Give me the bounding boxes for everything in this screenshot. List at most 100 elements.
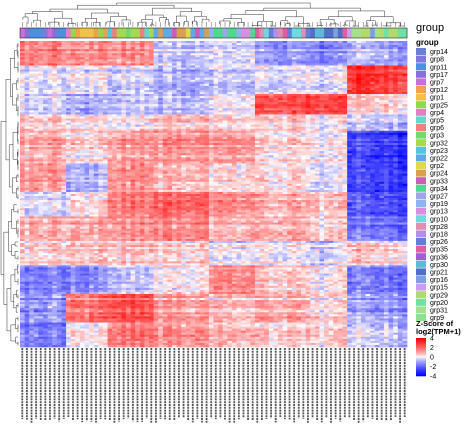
- heatmap-cell: [310, 96, 316, 99]
- heatmap-cell: [231, 143, 237, 146]
- heatmap-cell: [236, 100, 242, 103]
- heatmap-cell: [236, 102, 242, 105]
- heatmap-cell: [181, 116, 187, 119]
- heatmap-cell: [383, 92, 389, 95]
- heatmap-cell: [324, 110, 330, 113]
- heatmap-cell: [337, 71, 343, 74]
- heatmap-cell: [149, 98, 154, 101]
- heatmap-cell: [79, 134, 85, 138]
- heatmap-cell: [291, 71, 297, 74]
- heatmap-cell: [291, 126, 297, 130]
- heatmap-cell: [241, 55, 247, 58]
- heatmap-cell: [144, 145, 150, 148]
- heatmap-cell: [365, 110, 371, 113]
- heatmap-cell: [24, 102, 30, 105]
- heatmap-cell: [172, 67, 177, 70]
- heatmap-cell: [351, 153, 357, 156]
- heatmap-cell: [370, 124, 376, 128]
- heatmap-cell: [172, 89, 177, 93]
- heatmap-cell: [130, 71, 136, 74]
- heatmap-cell: [139, 45, 145, 48]
- heatmap-cell: [93, 57, 99, 60]
- heatmap-cell: [190, 120, 196, 123]
- heatmap-cell: [356, 73, 362, 77]
- heatmap-cell: [61, 63, 67, 66]
- heatmap-cell: [250, 85, 256, 89]
- heatmap-cell: [264, 83, 270, 87]
- heatmap-cell: [282, 128, 288, 132]
- heatmap-cell: [185, 112, 191, 115]
- heatmap-cell: [61, 49, 67, 52]
- heatmap-cell: [379, 89, 385, 93]
- heatmap-cell: [273, 108, 279, 111]
- heatmap-cell: [360, 118, 366, 121]
- heatmap-cell: [121, 77, 127, 81]
- heatmap-cell: [181, 49, 187, 52]
- heatmap-cell: [158, 138, 164, 142]
- heatmap-cell: [227, 124, 233, 128]
- heatmap-cell: [337, 92, 343, 95]
- heatmap-cell: [241, 43, 247, 46]
- heatmap-cell: [102, 110, 108, 113]
- heatmap-cell: [153, 151, 159, 154]
- heatmap-cell: [162, 77, 168, 81]
- heatmap-cell: [383, 79, 389, 83]
- heatmap-cell: [241, 112, 247, 115]
- heatmap-cell: [393, 73, 399, 77]
- heatmap-cell: [56, 126, 62, 130]
- heatmap-cell: [112, 47, 118, 50]
- heatmap-cell: [370, 89, 376, 93]
- heatmap-cell: [56, 63, 62, 66]
- heatmap-cell: [47, 108, 53, 111]
- heatmap-cell: [79, 122, 85, 125]
- heatmap-cell: [29, 112, 35, 115]
- heatmap-cell: [227, 130, 233, 134]
- heatmap-cell: [38, 108, 44, 111]
- heatmap-cell: [38, 100, 44, 103]
- heatmap-cell: [296, 47, 302, 50]
- heatmap-cell: [56, 124, 62, 128]
- heatmap-cell: [181, 77, 187, 81]
- heatmap-cell: [383, 57, 389, 60]
- heatmap-cell: [199, 140, 205, 144]
- heatmap-cell: [397, 151, 403, 154]
- heatmap-cell: [264, 79, 270, 83]
- heatmap-cell: [139, 134, 145, 138]
- heatmap-cell: [213, 100, 219, 103]
- heatmap-cell: [98, 98, 104, 101]
- heatmap-cell: [370, 145, 376, 148]
- heatmap-cell: [199, 98, 205, 101]
- heatmap-cell: [29, 57, 35, 60]
- heatmap-cell: [236, 136, 242, 140]
- heatmap-cell: [47, 124, 53, 128]
- heatmap-cell: [351, 69, 357, 72]
- heatmap-cell: [47, 100, 53, 103]
- heatmap-cell: [291, 130, 297, 134]
- heatmap-cell: [176, 87, 182, 91]
- heatmap-cell: [342, 145, 348, 148]
- heatmap-cell: [319, 145, 325, 148]
- heatmap-cell: [121, 138, 127, 142]
- heatmap-cell: [342, 57, 348, 60]
- heatmap-cell: [125, 98, 131, 101]
- heatmap-cell: [199, 102, 205, 105]
- heatmap-cell: [351, 126, 357, 130]
- heatmap-cell: [144, 65, 150, 68]
- heatmap-cell: [176, 116, 182, 119]
- heatmap-cell: [319, 51, 325, 54]
- heatmap-cell: [149, 96, 154, 99]
- heatmap-cell: [402, 124, 408, 128]
- heatmap-cell: [195, 89, 201, 93]
- heatmap-cell: [231, 112, 237, 115]
- heatmap-cell: [397, 75, 403, 79]
- heatmap-cell: [388, 114, 394, 117]
- heatmap-cell: [231, 102, 237, 105]
- heatmap-cell: [250, 145, 256, 148]
- annotation-cell: [388, 28, 394, 38]
- heatmap-cell: [130, 55, 136, 58]
- heatmap-cell: [301, 126, 306, 130]
- heatmap-cell: [167, 69, 173, 72]
- heatmap-cell: [208, 149, 214, 152]
- heatmap-cell: [222, 140, 228, 144]
- heatmap-cell: [278, 102, 283, 105]
